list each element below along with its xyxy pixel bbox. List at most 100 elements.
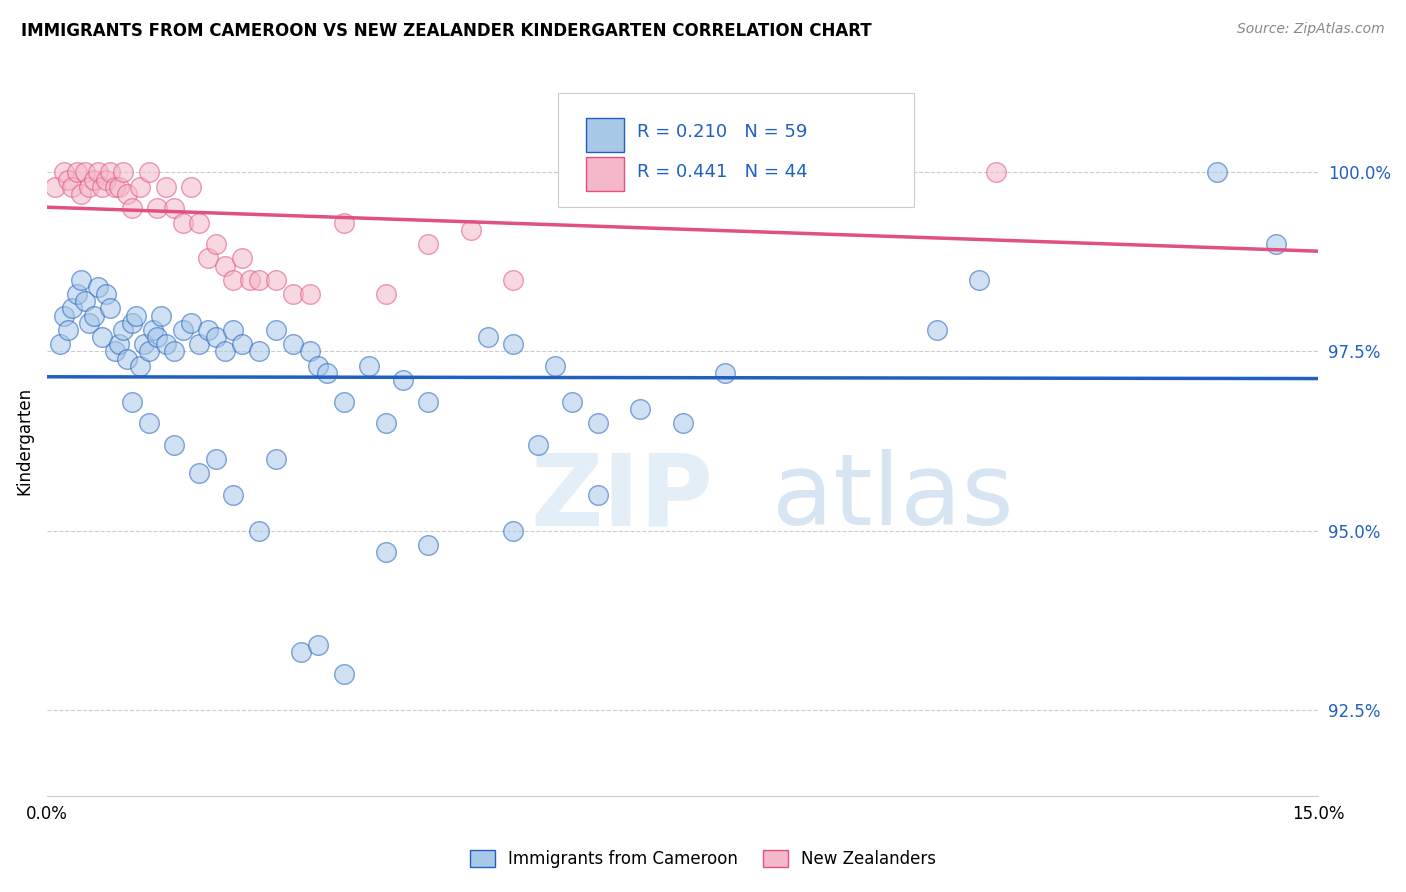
Point: [418, 237, 440, 252]
Point: [925, 323, 948, 337]
Point: [163, 437, 186, 451]
Point: [986, 165, 1008, 179]
Point: [87, 280, 110, 294]
Point: [247, 344, 270, 359]
Point: [477, 330, 499, 344]
Bar: [586, 157, 624, 192]
Point: [332, 394, 354, 409]
Point: [121, 201, 143, 215]
Point: [96, 287, 118, 301]
Point: [222, 323, 245, 337]
Point: [138, 165, 160, 179]
Point: [129, 359, 152, 373]
Point: [281, 287, 304, 301]
Point: [671, 416, 693, 430]
Point: [48, 337, 70, 351]
Point: [83, 172, 105, 186]
Point: [60, 179, 83, 194]
Point: [205, 330, 228, 344]
Point: [69, 186, 91, 201]
Point: [163, 344, 186, 359]
Point: [155, 337, 177, 351]
Point: [561, 394, 583, 409]
Point: [112, 165, 135, 179]
Point: [714, 366, 737, 380]
Point: [298, 287, 321, 301]
Point: [231, 252, 253, 266]
Point: [91, 179, 114, 194]
Point: [96, 172, 118, 186]
Point: [150, 309, 173, 323]
Point: [117, 186, 139, 201]
Point: [374, 545, 396, 559]
Point: [91, 330, 114, 344]
Point: [239, 273, 262, 287]
Point: [73, 294, 96, 309]
Point: [281, 337, 304, 351]
Point: [108, 179, 131, 194]
Point: [172, 323, 194, 337]
Point: [112, 323, 135, 337]
Point: [231, 337, 253, 351]
Point: [1205, 165, 1227, 179]
Point: [73, 165, 96, 179]
Point: [502, 337, 524, 351]
Point: [374, 287, 396, 301]
Point: [332, 215, 354, 229]
Point: [104, 344, 127, 359]
Point: [214, 344, 236, 359]
Point: [65, 287, 87, 301]
Point: [502, 524, 524, 538]
Point: [392, 373, 415, 387]
Point: [52, 165, 75, 179]
Point: [247, 524, 270, 538]
Point: [460, 222, 482, 236]
Point: [290, 645, 312, 659]
Point: [502, 273, 524, 287]
Point: [188, 467, 211, 481]
Point: [121, 394, 143, 409]
Point: [56, 172, 79, 186]
Point: [121, 316, 143, 330]
Point: [155, 179, 177, 194]
Text: Source: ZipAtlas.com: Source: ZipAtlas.com: [1237, 22, 1385, 37]
Point: [527, 437, 550, 451]
Point: [69, 273, 91, 287]
Point: [1264, 237, 1286, 252]
Point: [628, 401, 651, 416]
Text: R = 0.441   N = 44: R = 0.441 N = 44: [637, 163, 807, 181]
Point: [197, 252, 219, 266]
Point: [77, 179, 100, 194]
Text: ZIP: ZIP: [530, 450, 713, 546]
Point: [83, 309, 105, 323]
Text: IMMIGRANTS FROM CAMEROON VS NEW ZEALANDER KINDERGARTEN CORRELATION CHART: IMMIGRANTS FROM CAMEROON VS NEW ZEALANDE…: [21, 22, 872, 40]
Point: [357, 359, 380, 373]
Point: [332, 667, 354, 681]
Point: [264, 452, 287, 467]
Y-axis label: Kindergarten: Kindergarten: [15, 387, 32, 495]
Point: [298, 344, 321, 359]
Point: [134, 337, 156, 351]
Point: [104, 179, 127, 194]
Point: [129, 179, 152, 194]
Point: [44, 179, 66, 194]
Point: [146, 330, 169, 344]
Text: R = 0.210   N = 59: R = 0.210 N = 59: [637, 123, 807, 141]
Point: [56, 323, 79, 337]
Point: [180, 179, 202, 194]
Point: [418, 394, 440, 409]
Point: [52, 309, 75, 323]
Point: [222, 488, 245, 502]
Text: atlas: atlas: [772, 450, 1014, 546]
Point: [756, 165, 779, 179]
Point: [586, 488, 609, 502]
Point: [197, 323, 219, 337]
Point: [180, 316, 202, 330]
Point: [77, 316, 100, 330]
Point: [307, 638, 329, 652]
FancyBboxPatch shape: [558, 94, 914, 207]
Point: [222, 273, 245, 287]
Point: [138, 416, 160, 430]
Point: [841, 165, 863, 179]
Point: [188, 337, 211, 351]
